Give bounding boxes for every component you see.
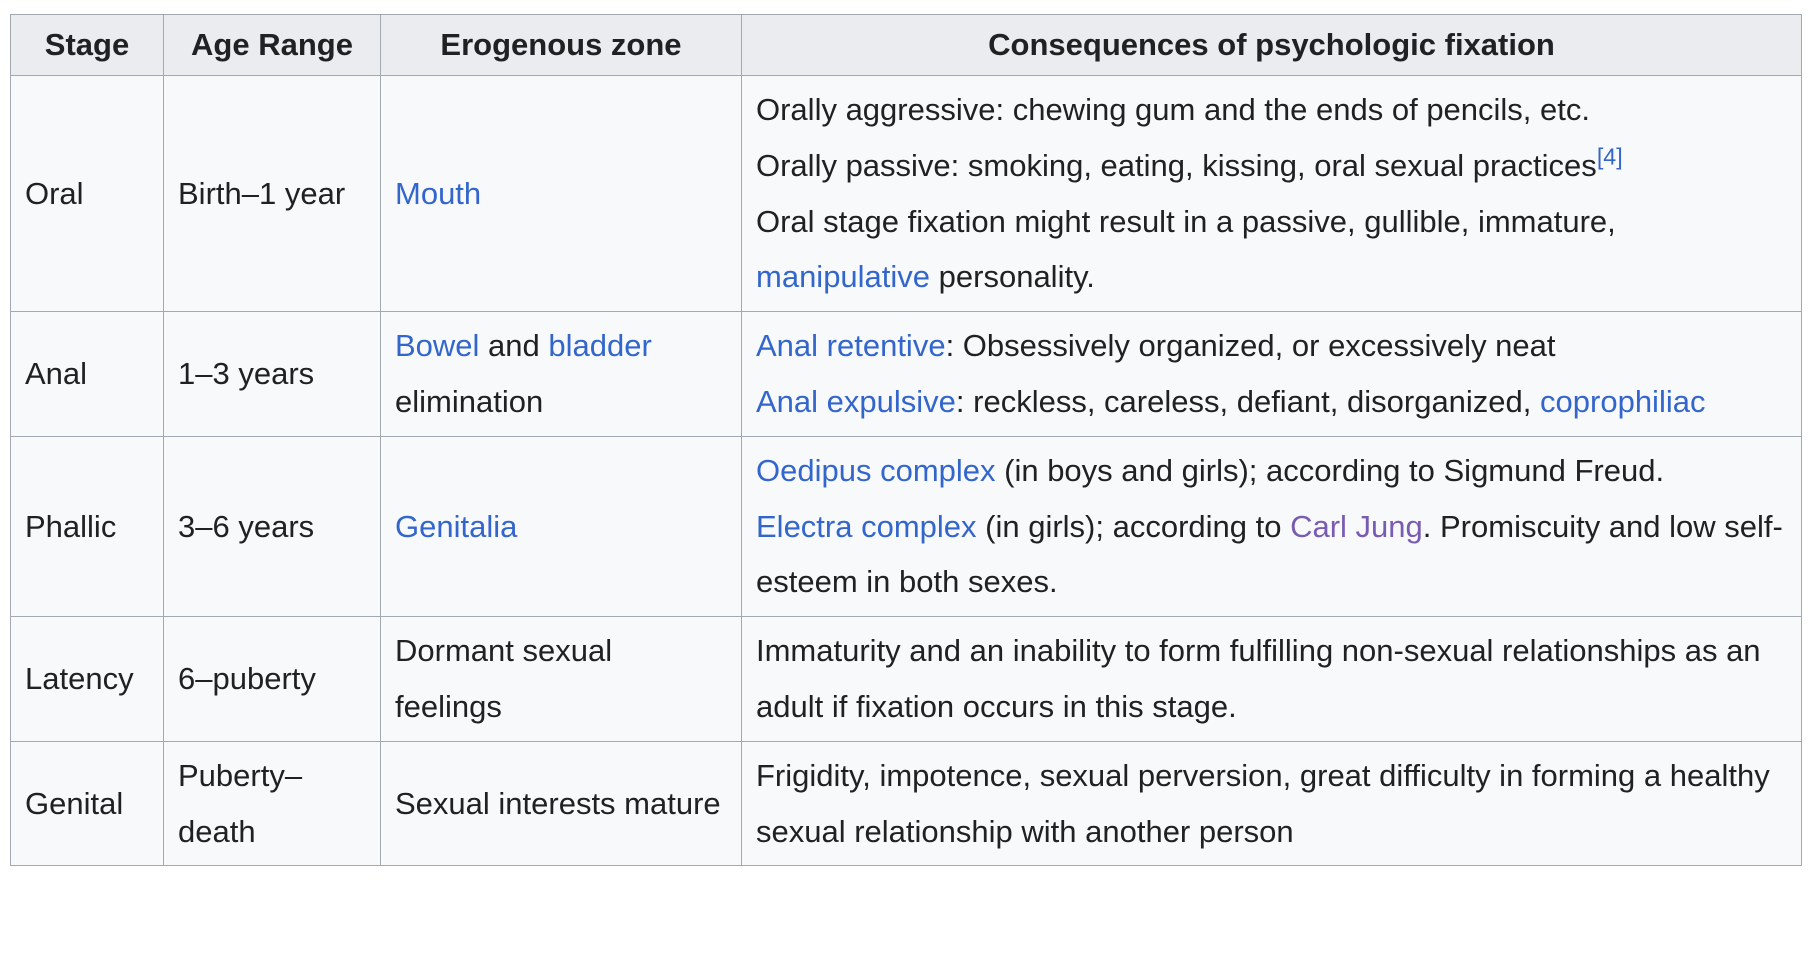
oedipus-complex-link[interactable]: Oedipus complex (756, 452, 996, 488)
genitalia-link[interactable]: Genitalia (395, 508, 518, 544)
age-range-cell: 6–puberty (163, 616, 381, 742)
manipulative-link[interactable]: manipulative (756, 259, 931, 295)
zone-text: and (479, 328, 549, 364)
erogenous-zone-cell: Dormant sexual feelings (380, 616, 742, 742)
consequence-text: (in boys and girls); according to Sigmun… (995, 452, 1665, 488)
psychosexual-stages-table: Stage Age Range Erogenous zone Consequen… (10, 14, 1802, 867)
consequences-cell: Oedipus complex (in boys and girls); acc… (741, 435, 1802, 618)
consequences-cell: Anal retentive: Obsessively organized, o… (741, 311, 1802, 437)
header-erogenous-zone: Erogenous zone (380, 14, 742, 76)
consequences-cell: Orally aggressive: chewing gum and the e… (741, 74, 1802, 313)
age-range-cell: Birth–1 year (163, 74, 381, 313)
mouth-link[interactable]: Mouth (395, 175, 482, 211)
stage-cell: Anal (10, 311, 164, 437)
carl-jung-link[interactable]: Carl Jung (1290, 508, 1423, 544)
header-row: Stage Age Range Erogenous zone Consequen… (10, 14, 1802, 76)
stage-cell: Oral (10, 74, 164, 313)
header-stage: Stage (10, 14, 164, 76)
erogenous-zone-cell: Mouth (380, 74, 742, 313)
table-row-latency: Latency 6–puberty Dormant sexual feeling… (10, 616, 1802, 742)
consequence-line: Electra complex (in girls); according to… (756, 499, 1787, 611)
stage-cell: Latency (10, 616, 164, 742)
age-range-cell: 3–6 years (163, 435, 381, 618)
consequence-text: : Obsessively organized, or excessively … (945, 328, 1556, 364)
consequence-text: (in girls); according to (976, 508, 1291, 544)
consequence-line: Orally passive: smoking, eating, kissing… (756, 138, 1787, 194)
consequence-text: Oral stage fixation might result in a pa… (756, 203, 1616, 239)
consequence-text: . Promiscuity and low self-esteem in bot… (756, 508, 1783, 600)
bowel-link[interactable]: Bowel (395, 328, 480, 364)
table-row-oral: Oral Birth–1 year Mouth Orally aggressiv… (10, 74, 1802, 313)
anal-retentive-link[interactable]: Anal retentive (756, 328, 946, 364)
consequence-text: personality. (930, 259, 1095, 295)
reference-note: [4] (1597, 143, 1623, 169)
coprophiliac-link[interactable]: coprophiliac (1540, 383, 1706, 419)
consequence-text: Orally passive: smoking, eating, kissing… (756, 147, 1597, 183)
anal-expulsive-link[interactable]: Anal expulsive (756, 383, 956, 419)
table-row-phallic: Phallic 3–6 years Genitalia Oedipus comp… (10, 435, 1802, 618)
erogenous-zone-cell: Genitalia (380, 435, 742, 618)
erogenous-zone-cell: Bowel and bladder elimination (380, 311, 742, 437)
consequence-line: Oedipus complex (in boys and girls); acc… (756, 443, 1787, 499)
consequence-text: : reckless, careless, defiant, disorgani… (955, 383, 1541, 419)
zone-text: elimination (395, 383, 544, 419)
erogenous-zone-cell: Sexual interests mature (380, 740, 742, 867)
consequence-line: Anal expulsive: reckless, careless, defi… (756, 374, 1787, 430)
reference-link[interactable]: [4] (1596, 143, 1623, 170)
table-row-anal: Anal 1–3 years Bowel and bladder elimina… (10, 311, 1802, 437)
consequence-line: Oral stage fixation might result in a pa… (756, 194, 1787, 306)
electra-complex-link[interactable]: Electra complex (756, 508, 977, 544)
header-consequences: Consequences of psychologic fixation (741, 14, 1802, 76)
consequence-line: Anal retentive: Obsessively organized, o… (756, 318, 1787, 374)
age-range-cell: 1–3 years (163, 311, 381, 437)
consequences-cell: Immaturity and an inability to form fulf… (741, 616, 1802, 742)
stage-cell: Genital (10, 740, 164, 867)
consequence-line: Orally aggressive: chewing gum and the e… (756, 92, 1591, 127)
age-range-cell: Puberty–death (163, 740, 381, 867)
consequences-cell: Frigidity, impotence, sexual perversion,… (741, 740, 1802, 867)
header-age-range: Age Range (163, 14, 381, 76)
table-row-genital: Genital Puberty–death Sexual interests m… (10, 740, 1802, 867)
stage-cell: Phallic (10, 435, 164, 618)
bladder-link[interactable]: bladder (548, 328, 652, 364)
